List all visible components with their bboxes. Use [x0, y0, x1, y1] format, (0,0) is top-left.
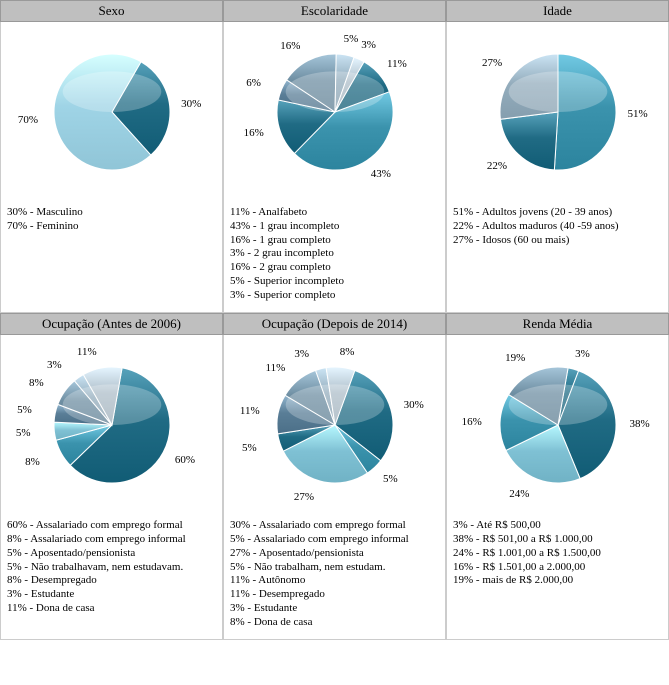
escolaridade-slice-label: 16% — [280, 40, 300, 52]
ocup_antes-slice-label: 60% — [175, 454, 195, 466]
escolaridade-legend-line: 16% - 2 grau completo — [230, 261, 439, 275]
ocup_depois-legend: 30% - Assalariado com emprego formal5% -… — [223, 515, 446, 640]
ocup_depois-legend-line: 5% - Não trabalham, nem estudam. — [230, 561, 439, 575]
escolaridade-slice-label: 5% — [344, 33, 359, 45]
ocup_depois-legend-line: 11% - Autônomo — [230, 574, 439, 588]
idade-slice-label: 51% — [627, 108, 647, 120]
escolaridade-legend-line: 3% - Superior completo — [230, 289, 439, 303]
ocup_antes-legend: 60% - Assalariado com emprego formal8% -… — [0, 515, 223, 640]
renda-legend: 3% - Até R$ 500,0038% - R$ 501,00 a R$ 1… — [446, 515, 669, 640]
renda-legend-line: 38% - R$ 501,00 a R$ 1.000,00 — [453, 533, 662, 547]
renda-chart-cell: 3% 38% 24% 16% 19% — [446, 335, 669, 515]
renda-legend-line: 19% - mais de R$ 2.000,00 — [453, 574, 662, 588]
idade-slice-label: 27% — [482, 57, 502, 69]
escolaridade-slice-label: 16% — [244, 127, 264, 139]
ocup_depois-legend-line: 27% - Aposentado/pensionista — [230, 547, 439, 561]
ocup_depois-slice-label: 3% — [294, 348, 309, 360]
escolaridade-legend: 11% - Analfabeto43% - 1 grau incompleto1… — [223, 202, 446, 313]
ocup_depois-slice-label: 8% — [340, 346, 355, 358]
idade-slice-1 — [500, 112, 558, 170]
renda-legend-line: 16% - R$ 1.501,00 a 2.000,00 — [453, 561, 662, 575]
ocup_antes-slice-label: 3% — [47, 359, 62, 371]
idade-slice-0 — [554, 54, 616, 170]
ocup_depois-slice-label: 30% — [404, 399, 424, 411]
ocup_antes-legend-line: 8% - Desempregado — [7, 574, 216, 588]
sexo-chart-cell: 30% 70% — [0, 22, 223, 202]
sexo-legend: 30% - Masculino70% - Feminino — [0, 202, 223, 313]
ocup_antes-legend-line: 5% - Não trabalhavam, nem estudavam. — [7, 561, 216, 575]
escolaridade-slice-label: 3% — [361, 39, 376, 51]
renda-header: Renda Média — [446, 313, 669, 335]
ocup_depois-legend-line: 8% - Dona de casa — [230, 616, 439, 630]
renda-slice-label: 3% — [575, 348, 590, 360]
escolaridade-legend-line: 43% - 1 grau incompleto — [230, 220, 439, 234]
escolaridade-legend-line: 3% - 2 grau incompleto — [230, 247, 439, 261]
ocup_antes-pie — [0, 335, 223, 515]
ocup_antes-legend-line: 60% - Assalariado com emprego formal — [7, 519, 216, 533]
sexo-legend-line: 70% - Feminino — [7, 220, 216, 234]
ocup_depois-pie — [223, 335, 446, 515]
ocup_depois-chart-cell: 30% 5% 27% 5% 11% 11% 3% 8% — [223, 335, 446, 515]
renda-legend-line: 3% - Até R$ 500,00 — [453, 519, 662, 533]
ocup_depois-legend-line: 11% - Desempregado — [230, 588, 439, 602]
idade-slice-label: 22% — [487, 160, 507, 172]
escolaridade-slice-label: 43% — [371, 168, 391, 180]
sexo-legend-line: 30% - Masculino — [7, 206, 216, 220]
ocup_antes-header: Ocupação (Antes de 2006) — [0, 313, 223, 335]
escolaridade-slice-label: 6% — [246, 77, 261, 89]
ocup_antes-legend-line: 3% - Estudante — [7, 588, 216, 602]
sexo-slice-label: 70% — [18, 114, 38, 126]
renda-slice-label: 38% — [629, 418, 649, 430]
ocup_depois-header: Ocupação (Depois de 2014) — [223, 313, 446, 335]
ocup_antes-slice-label: 8% — [29, 377, 44, 389]
sexo-header: Sexo — [0, 0, 223, 22]
renda-slice-label: 16% — [462, 416, 482, 428]
ocup_antes-legend-line: 5% - Aposentado/pensionista — [7, 547, 216, 561]
escolaridade-slice-label: 11% — [387, 58, 407, 70]
renda-legend-line: 24% - R$ 1.001,00 a R$ 1.500,00 — [453, 547, 662, 561]
idade-chart-cell: 51% 22% 27% — [446, 22, 669, 202]
ocup_antes-slice-label: 8% — [25, 456, 40, 468]
ocup_depois-slice-label: 11% — [266, 362, 286, 374]
ocup_antes-legend-line: 8% - Assalariado com emprego informal — [7, 533, 216, 547]
ocup_depois-legend-line: 5% - Assalariado com emprego informal — [230, 533, 439, 547]
idade-legend-line: 27% - Idosos (60 ou mais) — [453, 234, 662, 248]
ocup_depois-slice-label: 5% — [242, 442, 257, 454]
ocup_depois-legend-line: 30% - Assalariado com emprego formal — [230, 519, 439, 533]
ocup_depois-slice-label: 11% — [240, 405, 260, 417]
sexo-slice-label: 30% — [181, 98, 201, 110]
ocup_antes-chart-cell: 60%8%5%5%8%3%11% — [0, 335, 223, 515]
ocup_depois-slice-label: 27% — [294, 491, 314, 503]
ocup_depois-slice-label: 5% — [383, 473, 398, 485]
renda-slice-label: 19% — [505, 352, 525, 364]
ocup_antes-slice-label: 5% — [17, 404, 32, 416]
idade-legend: 51% - Adultos jovens (20 - 39 anos)22% -… — [446, 202, 669, 313]
escolaridade-chart-cell: 11% 43% 16% 6% 16% 5%3% — [223, 22, 446, 202]
escolaridade-pie — [223, 22, 446, 202]
idade-legend-line: 51% - Adultos jovens (20 - 39 anos) — [453, 206, 662, 220]
escolaridade-header: Escolaridade — [223, 0, 446, 22]
renda-slice-label: 24% — [509, 488, 529, 500]
escolaridade-legend-line: 5% - Superior incompleto — [230, 275, 439, 289]
ocup_antes-slice-label: 11% — [77, 346, 97, 358]
escolaridade-legend-line: 11% - Analfabeto — [230, 206, 439, 220]
escolaridade-legend-line: 16% - 1 grau completo — [230, 234, 439, 248]
sexo-pie — [0, 22, 223, 202]
ocup_antes-slice-label: 5% — [16, 427, 31, 439]
idade-legend-line: 22% - Adultos maduros (40 -59 anos) — [453, 220, 662, 234]
ocup_antes-legend-line: 11% - Dona de casa — [7, 602, 216, 616]
ocup_depois-legend-line: 3% - Estudante — [230, 602, 439, 616]
idade-header: Idade — [446, 0, 669, 22]
